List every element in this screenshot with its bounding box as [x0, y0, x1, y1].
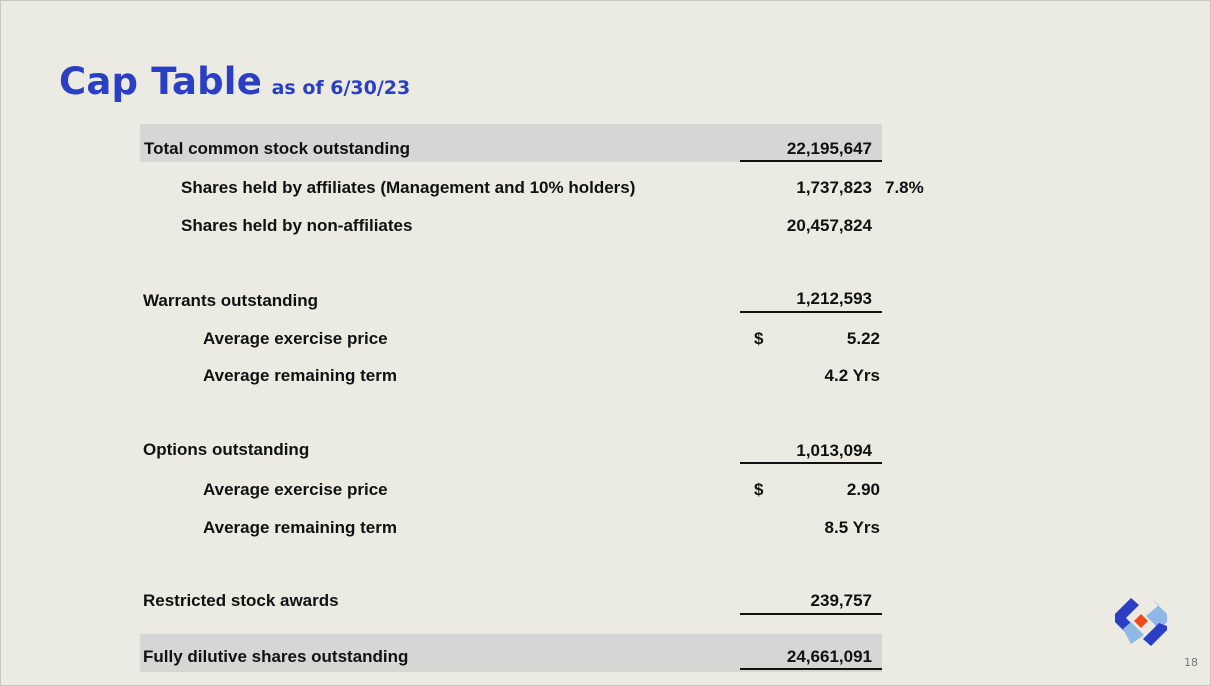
table-row-options: Options outstanding 1,013,094	[0, 440, 1211, 462]
row-value: 22,195,647	[786, 139, 872, 158]
table-row-rsa: Restricted stock awards 239,757	[0, 591, 1211, 613]
underline-rule	[740, 311, 882, 313]
table-row-affiliates: Shares held by affiliates (Management an…	[0, 178, 1211, 200]
row-value: 239,757	[810, 591, 872, 610]
row-label: Average remaining term	[203, 518, 397, 537]
row-label: Options outstanding	[143, 440, 310, 459]
table-row-warrants: Warrants outstanding 1,212,593	[0, 289, 1211, 313]
title-subtitle: as of 6/30/23	[271, 77, 411, 99]
row-label: Average exercise price	[203, 329, 388, 348]
row-value: 8.5 Yrs	[824, 518, 880, 537]
row-value: 1,212,593	[796, 289, 872, 308]
company-logo-icon	[1115, 598, 1167, 646]
table-row-non-affiliates: Shares held by non-affiliates 20,457,824	[0, 216, 1211, 238]
row-label: Fully dilutive shares outstanding	[143, 647, 409, 666]
row-label: Restricted stock awards	[143, 591, 339, 610]
row-label: Shares held by affiliates (Management an…	[181, 178, 636, 197]
row-value: 1,013,094	[796, 441, 872, 460]
table-row-warrants-price: Average exercise price $ 5.22	[0, 329, 1211, 351]
fully-diluted-band	[140, 634, 882, 672]
row-value: 1,737,823	[796, 178, 872, 197]
row-label: Shares held by non-affiliates	[181, 216, 413, 235]
page-title: Cap Table as of 6/30/23	[59, 60, 410, 103]
table-row-fully-diluted: Fully dilutive shares outstanding 24,661…	[0, 647, 1211, 669]
underline-rule	[740, 462, 882, 464]
row-value: 24,661,091	[786, 647, 872, 666]
row-label: Warrants outstanding	[143, 291, 319, 310]
row-label: Total common stock outstanding	[144, 139, 411, 158]
row-percent: 7.8%	[885, 178, 924, 197]
total-common-band	[140, 124, 882, 162]
row-label: Average exercise price	[203, 480, 388, 499]
row-value: 20,457,824	[786, 216, 872, 235]
underline-rule	[740, 160, 882, 162]
title-main: Cap Table	[59, 60, 262, 103]
underline-rule	[740, 668, 882, 670]
table-row-total-common: Total common stock outstanding 22,195,64…	[0, 139, 1211, 161]
row-value: 4.2 Yrs	[824, 366, 880, 385]
row-value: 5.22	[846, 329, 880, 348]
underline-rule	[740, 613, 882, 615]
row-value: 2.90	[846, 480, 880, 499]
currency-symbol: $	[754, 329, 764, 348]
table-row-options-price: Average exercise price $ 2.90	[0, 480, 1211, 502]
page-number: 18	[1184, 656, 1198, 669]
table-row-warrants-term: Average remaining term 4.2 Yrs	[0, 366, 1211, 388]
row-label: Average remaining term	[203, 366, 397, 385]
table-row-options-term: Average remaining term 8.5 Yrs	[0, 518, 1211, 540]
currency-symbol: $	[754, 480, 764, 499]
